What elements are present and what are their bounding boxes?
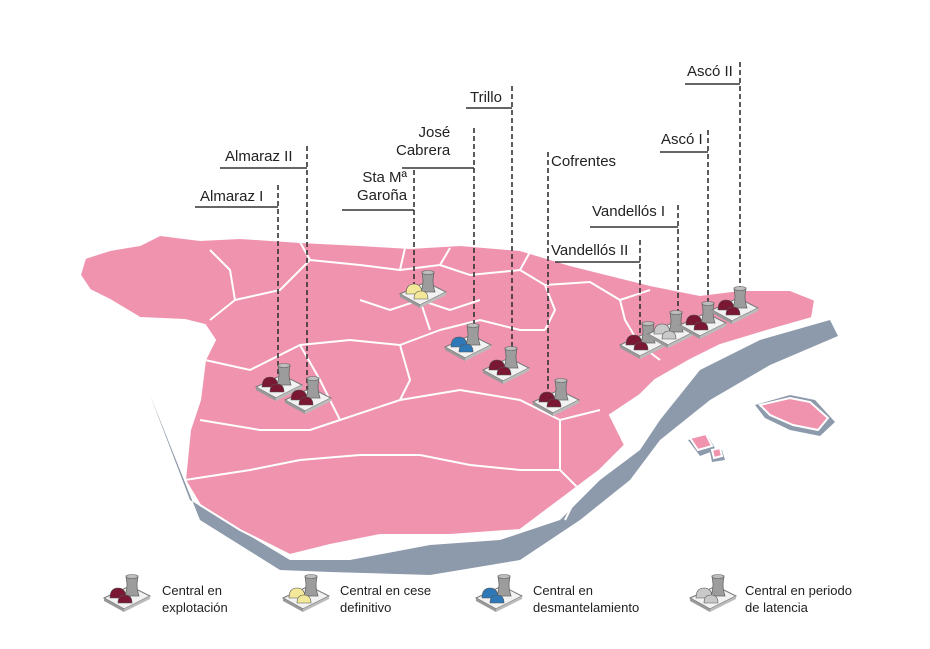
plant-label-almaraz-1: Almaraz I [200, 188, 264, 205]
legend-label-cese: Central en cese definitivo [340, 583, 432, 615]
reactor-grey-icon [688, 574, 738, 612]
reactor-blue-icon [474, 574, 524, 612]
plant-label-garona: Sta Mª Garoña [357, 169, 408, 204]
legend-label-desmantelamiento: Central en desmantelamiento [533, 583, 640, 615]
reactor-yellow-icon [281, 574, 331, 612]
reactor-icon-cofrentes[interactable] [531, 378, 581, 417]
plant-label-cofrentes: Cofrentes [551, 153, 617, 170]
plant-label-vandellos-2: Vandellós II [551, 242, 629, 259]
reactor-icon-trillo[interactable] [481, 346, 531, 385]
plant-label-almaraz-2: Almaraz II [225, 148, 293, 165]
plant-label-asco-2: Ascó II [687, 63, 733, 80]
reactor-icon-almaraz-2[interactable] [283, 376, 333, 415]
plant-label-asco-1: Ascó I [661, 131, 703, 148]
peninsula [78, 233, 830, 557]
reactor-icon-garona[interactable] [398, 270, 448, 309]
legend-label-explotacion: Central en explotación [162, 583, 228, 615]
plant-label-jose-cabrera: José Cabrera [396, 124, 451, 159]
reactor-icon-asco-1[interactable] [678, 301, 728, 340]
plant-label-trillo: Trillo [470, 89, 502, 106]
reactor-icon-jose-cabrera[interactable] [443, 323, 493, 362]
reactor-icon-asco-2[interactable] [710, 286, 760, 325]
legend-label-latencia: Central en periodo de latencia [745, 583, 852, 615]
reactor-icon-almaraz-1[interactable] [254, 363, 304, 402]
reactor-dark-red-icon [102, 574, 152, 612]
plant-label-vandellos-1: Vandellós I [592, 203, 666, 220]
